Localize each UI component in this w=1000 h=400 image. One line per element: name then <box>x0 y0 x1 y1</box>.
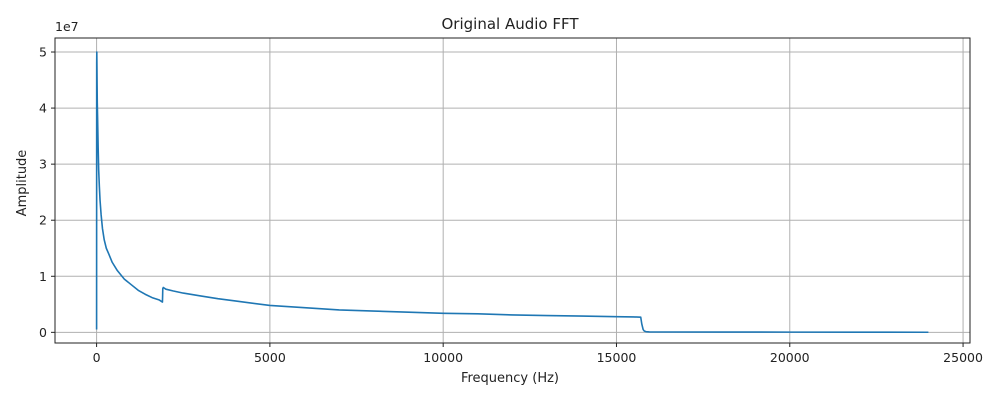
x-tick-label: 25000 <box>943 350 983 365</box>
y-tick-label: 5 <box>39 45 47 60</box>
x-tick-label: 5000 <box>254 350 286 365</box>
x-axis-label: Frequency (Hz) <box>461 371 559 386</box>
y-axis-label: Amplitude <box>15 150 30 217</box>
x-tick-label: 0 <box>93 350 101 365</box>
y-tick-label: 4 <box>39 101 47 116</box>
y-tick-label: 3 <box>39 157 47 172</box>
plot-frame <box>54 37 971 344</box>
axis-ticks: 0 5000 10000 15000 20000 25000 0 1 2 3 4 5 <box>39 45 983 365</box>
y-tick-label: 2 <box>39 213 47 228</box>
x-tick-label: 15000 <box>597 350 637 365</box>
y-tick-label: 1 <box>39 269 47 284</box>
y-tick-label: 0 <box>39 325 47 340</box>
x-tick-label: 20000 <box>770 350 810 365</box>
x-tick-label: 10000 <box>423 350 463 365</box>
series-layer <box>95 51 929 334</box>
grid <box>55 38 970 343</box>
y-scale-multiplier: 1e7 <box>55 19 79 34</box>
series-line <box>95 51 929 334</box>
chart-title: Original Audio FFT <box>441 15 579 33</box>
